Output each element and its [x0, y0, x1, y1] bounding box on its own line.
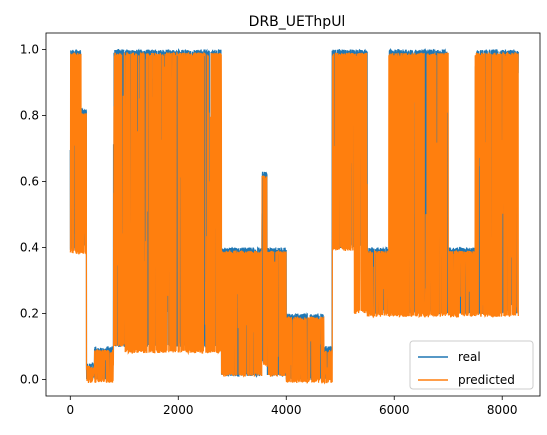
series-line-predicted — [69, 51, 519, 385]
series-line-real — [69, 47, 519, 381]
legend-box — [409, 340, 534, 390]
plot-frame — [45, 32, 541, 397]
y-axis: 0.0 0.2 0.4 0.6 0.8 1.0 — [20, 43, 46, 387]
x-tick-label: 6000 — [379, 403, 410, 417]
y-tick-label: 1.0 — [20, 43, 39, 57]
y-tick-label: 0.2 — [20, 307, 39, 321]
y-tick-label: 0.0 — [20, 373, 39, 387]
x-axis: 0 2000 4000 6000 8000 — [66, 396, 517, 417]
x-tick-label: 2000 — [163, 403, 194, 417]
legend-label-real: real — [458, 350, 481, 364]
chart-title: DRB_UEThpUl — [249, 14, 346, 30]
plot-area — [45, 32, 541, 397]
x-tick-label: 4000 — [271, 403, 302, 417]
series-layer — [69, 47, 519, 385]
y-tick-label: 0.8 — [20, 109, 39, 123]
y-tick-label: 0.6 — [20, 175, 39, 189]
legend-label-predicted: predicted — [458, 373, 515, 387]
x-tick-label: 0 — [66, 403, 74, 417]
x-tick-label: 8000 — [487, 403, 518, 417]
y-tick-label: 0.4 — [20, 241, 39, 255]
legend: real predicted — [409, 340, 534, 390]
